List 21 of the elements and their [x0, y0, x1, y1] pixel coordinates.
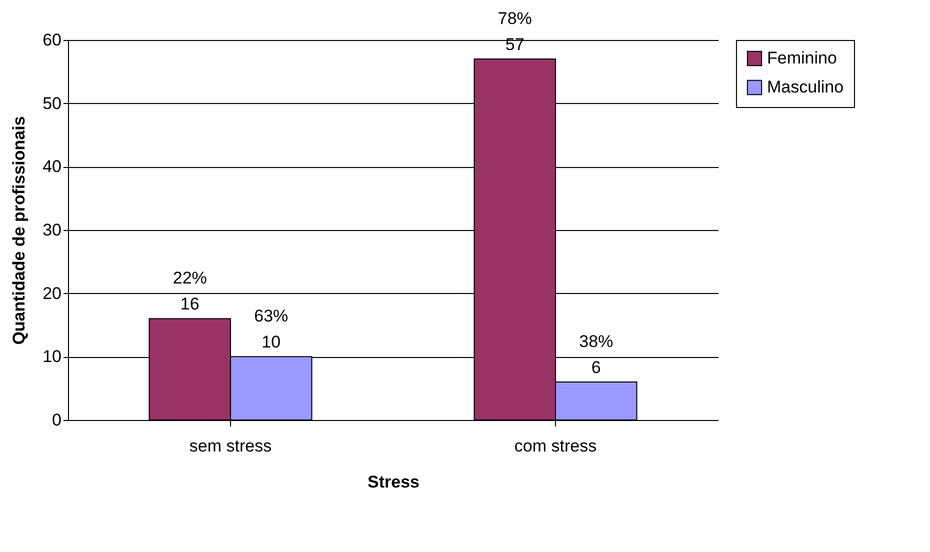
text: 78% — [498, 9, 532, 28]
data-label: 6 — [591, 358, 601, 377]
x-tick-label: com stress — [514, 436, 597, 456]
data-label: 57 — [505, 35, 524, 54]
annotation: 63% — [254, 306, 288, 326]
x-tick-label: sem stress — [189, 436, 272, 456]
y-tick-label: 20 — [42, 284, 62, 303]
legend-label: Masculino — [767, 78, 844, 96]
legend-label: Feminino — [767, 48, 837, 68]
y-tick-label: 0 — [52, 410, 62, 430]
y-axis-title: Quantidade de profissionais — [10, 116, 29, 345]
y-tick-label: 60 — [42, 30, 62, 50]
data-label: 16 — [180, 294, 200, 314]
y-tick-label: 40 — [42, 157, 62, 176]
x-axis-title: Stress — [368, 472, 420, 492]
annotation: 38% — [579, 332, 614, 351]
y-tick-label: 50 — [42, 94, 62, 113]
y-tick-label: 10 — [42, 347, 62, 366]
annotation: 22% — [172, 268, 207, 288]
y-tick-label: 30 — [42, 220, 62, 240]
data-label: 10 — [262, 332, 281, 352]
